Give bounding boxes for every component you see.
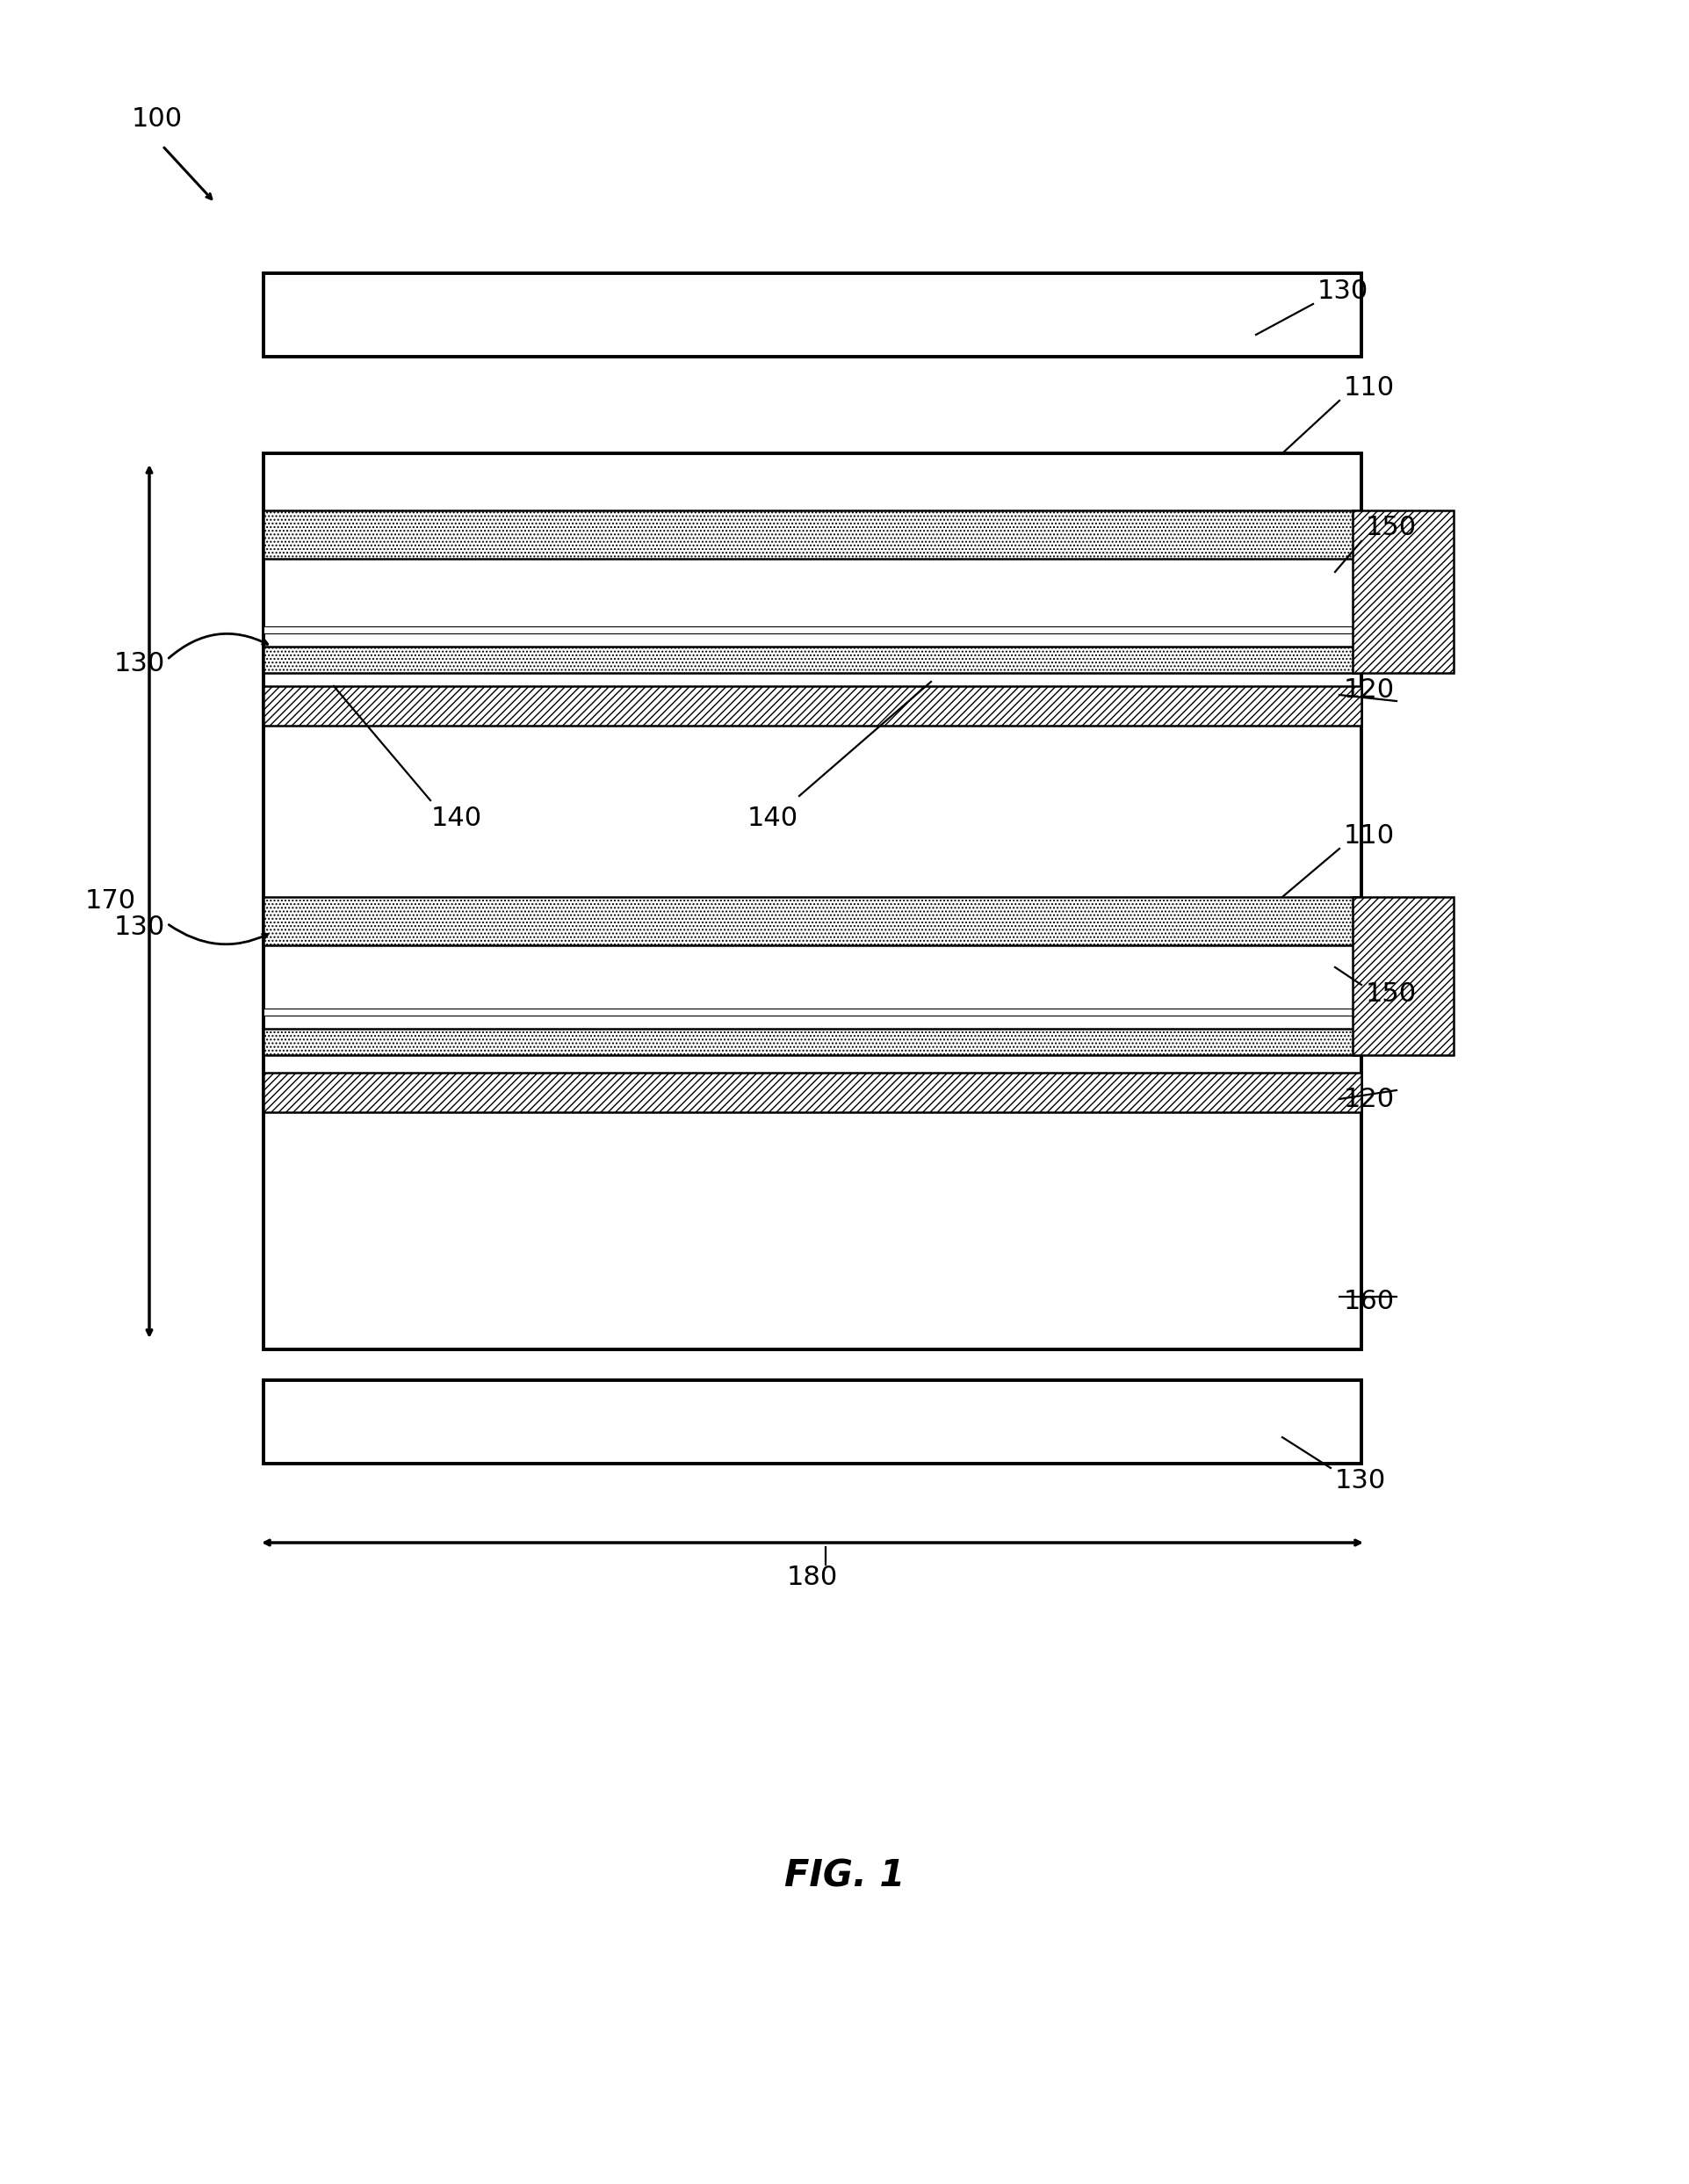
Bar xyxy=(263,686,1361,725)
Text: 120: 120 xyxy=(1343,677,1393,703)
Bar xyxy=(263,454,1361,1350)
Text: 130: 130 xyxy=(115,651,166,677)
Text: 130: 130 xyxy=(115,915,166,941)
Bar xyxy=(263,1009,1361,1016)
Text: 150: 150 xyxy=(1365,981,1415,1007)
Text: 170: 170 xyxy=(84,889,137,915)
Bar xyxy=(263,646,1361,673)
Text: 140: 140 xyxy=(431,806,481,830)
Text: FIG. 1: FIG. 1 xyxy=(784,1859,905,1896)
Text: 150: 150 xyxy=(1365,515,1415,542)
Text: 160: 160 xyxy=(1343,1289,1393,1315)
Text: 110: 110 xyxy=(1343,376,1393,400)
Text: 180: 180 xyxy=(787,1566,838,1590)
Text: 130: 130 xyxy=(1317,277,1368,304)
Text: 110: 110 xyxy=(1343,823,1393,847)
Bar xyxy=(263,273,1361,356)
Text: 100: 100 xyxy=(132,107,182,133)
Bar xyxy=(263,1380,1361,1463)
Text: 140: 140 xyxy=(747,806,797,830)
Text: 120: 120 xyxy=(1343,1085,1393,1112)
Bar xyxy=(263,1029,1361,1055)
Bar xyxy=(263,627,1361,633)
Text: 130: 130 xyxy=(1334,1468,1385,1494)
Bar xyxy=(1351,898,1453,1055)
Bar xyxy=(263,1072,1361,1112)
Bar xyxy=(1351,511,1453,673)
Bar xyxy=(263,511,1361,559)
Bar xyxy=(263,898,1361,946)
